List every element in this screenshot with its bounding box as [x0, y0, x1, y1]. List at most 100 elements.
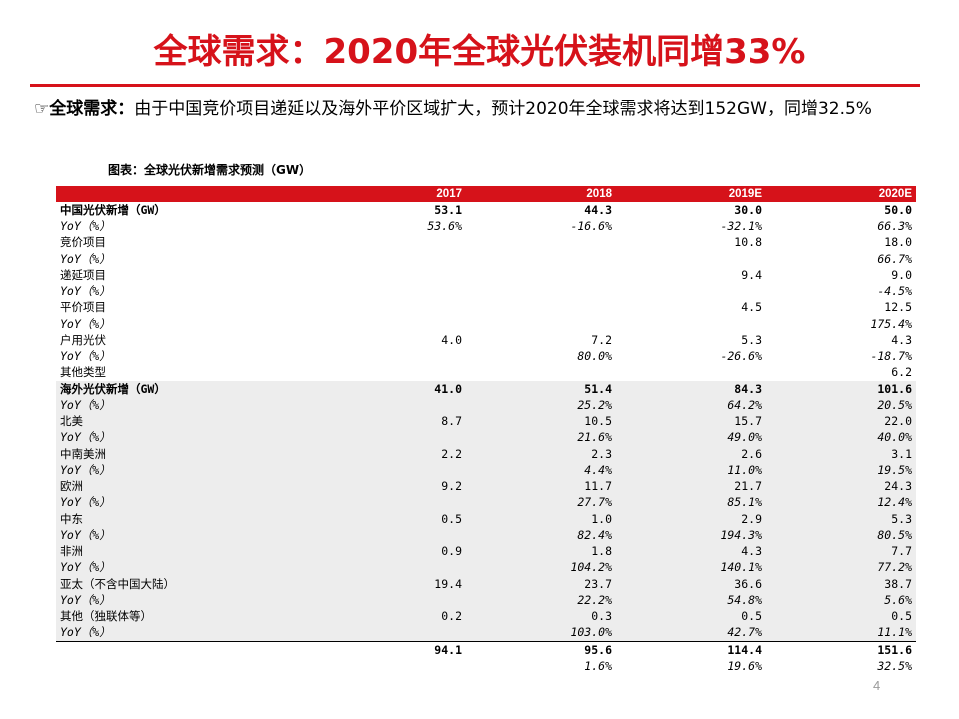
- table-cell: 82.4%: [466, 527, 616, 544]
- table-cell: 2.6: [616, 446, 766, 463]
- table-cell: [466, 365, 616, 381]
- table-cell: 53.6%: [427, 219, 462, 234]
- table-cell: 4.3: [616, 543, 766, 560]
- row-label: 海外光伏新增（GW）: [56, 381, 286, 398]
- table-row: 平价项目 4.5 12.5: [56, 300, 916, 316]
- table-cell: 21.6%: [466, 429, 616, 446]
- table-cell: [286, 559, 466, 576]
- table-cell: 38.7: [766, 576, 916, 593]
- column-header: 2019E: [616, 186, 766, 203]
- row-label: [56, 658, 286, 674]
- table-row: 海外光伏新增（GW） 41.0 51.4 84.3 101.6: [56, 381, 916, 398]
- table-cell: [286, 316, 466, 332]
- row-label: 递延项目: [60, 267, 106, 282]
- table-cell: 10.5: [466, 413, 616, 430]
- row-label: 平价项目: [60, 300, 106, 315]
- table-row: 亚太（不含中国大陆） 19.4 23.7 36.6 38.7: [56, 576, 916, 593]
- table-cell: 20.5%: [766, 397, 916, 414]
- table-cell: [286, 494, 466, 511]
- table-body: 中国光伏新增（GW） 53.1 44.3 30.0 50.0 YoY（%） 53.6% -16…: [56, 202, 916, 674]
- table-row: YoY（%） -4.5%: [56, 284, 916, 300]
- table-cell: 4.0: [441, 332, 462, 347]
- table-cell: 25.2%: [466, 397, 616, 414]
- row-label: [56, 641, 286, 659]
- title-divider: [30, 84, 920, 87]
- table-row: YoY（%） 104.2% 140.1% 77.2%: [56, 559, 916, 576]
- table-cell: 44.3: [584, 202, 612, 217]
- row-label: YoY（%）: [56, 592, 286, 609]
- page-number: 4: [873, 678, 881, 693]
- table-cell: 5.6%: [766, 592, 916, 609]
- table-cell: 49.0%: [616, 429, 766, 446]
- row-label: 中国光伏新增（GW）: [60, 202, 166, 217]
- table-cell: 84.3: [616, 381, 766, 398]
- column-header: 2017: [286, 186, 466, 203]
- table-cell: 80.0%: [577, 349, 612, 364]
- table-row: YoY（%） 175.4%: [56, 316, 916, 332]
- table-cell: 41.0: [286, 381, 466, 398]
- table-caption: 图表：全球光伏新增需求预测（GW）: [108, 163, 312, 177]
- table-cell: 42.7%: [616, 624, 766, 642]
- table-row: YoY（%） 21.6% 49.0% 40.0%: [56, 429, 916, 446]
- table-cell: 11.0%: [616, 462, 766, 479]
- table-cell: [286, 527, 466, 544]
- table-cell: [286, 658, 466, 674]
- table-cell: 4.3: [891, 332, 912, 347]
- table-cell: 7.7: [766, 543, 916, 560]
- row-label: 欧洲: [56, 478, 286, 495]
- row-label: YoY（%）: [56, 494, 286, 511]
- table-cell: 54.8%: [616, 592, 766, 609]
- table-row: YoY（%） 80.0% -26.6% -18.7%: [56, 349, 916, 365]
- table-row: YoY（%） 82.4% 194.3% 80.5%: [56, 527, 916, 544]
- table-cell: [286, 284, 466, 300]
- table-row: YoY（%） 66.7%: [56, 251, 916, 267]
- table-cell: 1.0: [466, 511, 616, 528]
- table-cell: 15.7: [616, 413, 766, 430]
- demand-forecast-table: 2017 2018 2019E 2020E 中国光伏新增（GW） 53.1 44.3…: [56, 186, 916, 675]
- table-row: 中南美洲 2.2 2.3 2.6 3.1: [56, 446, 916, 463]
- table-cell: 32.5%: [877, 658, 912, 673]
- row-label: 亚太（不含中国大陆）: [56, 576, 286, 593]
- table-cell: 22.2%: [466, 592, 616, 609]
- table-cell: -16.6%: [570, 219, 612, 234]
- table-cell: [286, 365, 466, 381]
- column-header: 2020E: [766, 186, 916, 203]
- table-cell: 22.0: [766, 413, 916, 430]
- table-cell: [466, 300, 616, 316]
- table-cell: 5.3: [741, 332, 762, 347]
- table-cell: 114.4: [616, 641, 766, 659]
- table-cell: [286, 429, 466, 446]
- table-cell: -32.1%: [720, 219, 762, 234]
- row-label: YoY（%）: [56, 559, 286, 576]
- table-cell: 0.5: [286, 511, 466, 528]
- table-cell: 0.9: [286, 543, 466, 560]
- row-label: YoY（%）: [60, 251, 111, 266]
- table-cell: 4.5: [741, 300, 762, 315]
- table-cell: 95.6: [466, 641, 616, 659]
- table-cell: 2.2: [286, 446, 466, 463]
- table-row: 递延项目 9.4 9.0: [56, 267, 916, 283]
- table-row: YoY（%） 53.6% -16.6% -32.1% 66.3%: [56, 219, 916, 235]
- slide-title: 全球需求：2020年全球光伏装机同增33%: [153, 32, 806, 72]
- row-label: 其他（独联体等）: [56, 608, 286, 625]
- column-header: [56, 186, 286, 203]
- table-cell: 151.6: [766, 641, 916, 659]
- table-cell: [286, 349, 466, 365]
- table-row: YoY（%） 103.0% 42.7% 11.1%: [56, 624, 916, 642]
- table-cell: 27.7%: [466, 494, 616, 511]
- row-label: YoY（%）: [60, 284, 111, 299]
- table-row: YoY（%） 25.2% 64.2% 20.5%: [56, 397, 916, 414]
- table-cell: 9.4: [741, 267, 762, 282]
- table-cell: [286, 251, 466, 267]
- table-cell: [286, 235, 466, 251]
- table-cell: 24.3: [766, 478, 916, 495]
- table-cell: [466, 316, 616, 332]
- table-cell: 6.2: [891, 365, 912, 380]
- table-cell: 104.2%: [466, 559, 616, 576]
- table-cell: [286, 592, 466, 609]
- table-cell: 12.5: [884, 300, 912, 315]
- table-cell: [286, 267, 466, 283]
- column-header: 2018: [466, 186, 616, 203]
- table-cell: 77.2%: [766, 559, 916, 576]
- table-cell: 19.4: [286, 576, 466, 593]
